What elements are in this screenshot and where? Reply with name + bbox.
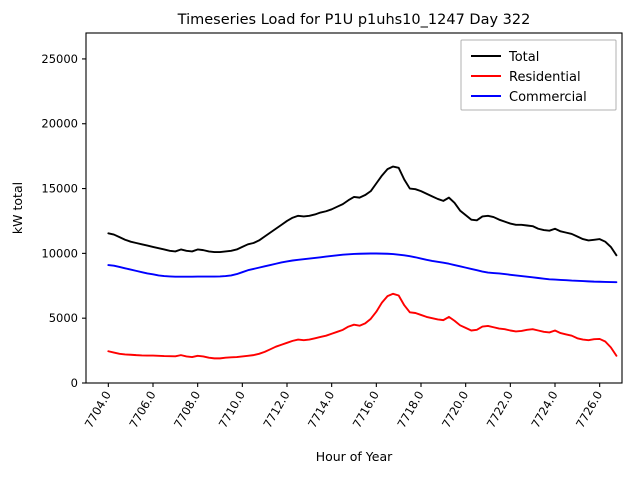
series-line-residential (107, 292, 618, 360)
y-tick-label: 5000 (49, 311, 78, 325)
y-tick-label: 20000 (41, 117, 78, 131)
series-lines (107, 165, 618, 360)
legend-label-total: Total (508, 50, 539, 65)
axes-frame (85, 32, 623, 384)
chart-legend[interactable]: Total Residential Commercial (460, 39, 617, 111)
y-tick-label: 15000 (41, 182, 78, 196)
y-axis-ticks: 0 5000 10000 15000 20000 25000 (41, 52, 86, 390)
series-line-total (107, 165, 618, 257)
series-line-commercial (107, 252, 618, 284)
legend-label-residential: Residential (509, 70, 581, 85)
y-tick-label: 25000 (41, 52, 78, 66)
legend-background (460, 39, 617, 111)
chart-title: Timeseries Load for P1U p1uhs10_1247 Day… (177, 12, 531, 28)
legend-label-commercial: Commercial (509, 90, 587, 105)
x-axis-label: Hour of Year (316, 449, 393, 464)
y-tick-label: 10000 (41, 246, 78, 260)
y-tick-label: 0 (71, 376, 78, 390)
y-axis-label: kW total (10, 182, 25, 234)
